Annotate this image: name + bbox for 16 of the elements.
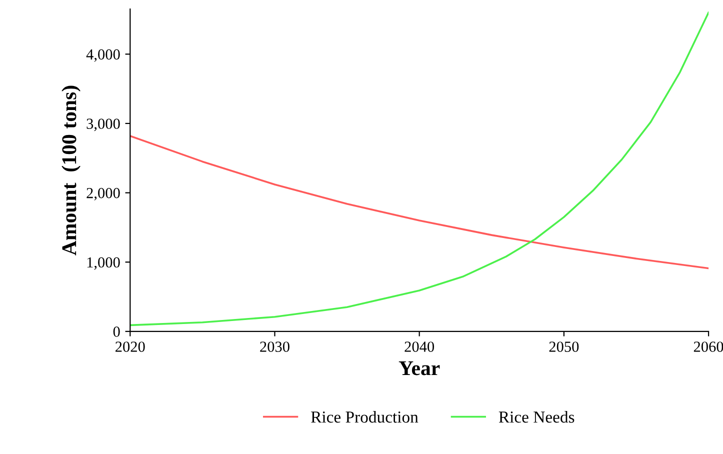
x-axis-title: Year	[398, 361, 440, 376]
y-tick-label: 4,000	[86, 49, 120, 62]
line-series	[130, 12, 709, 326]
y-tick-label: 3,000	[86, 118, 120, 132]
legend-label: Rice Production	[311, 410, 418, 423]
y-tick-label: 2,000	[86, 188, 120, 200]
x-tick-label: 2030	[260, 342, 290, 352]
y-axis-title: Amount (100 tons)	[62, 86, 80, 256]
legend-label: Rice Needs	[498, 410, 574, 423]
y-tick-label: 0	[113, 326, 120, 337]
x-tick-label: 2050	[549, 342, 579, 352]
y-tick-label: 1,000	[87, 257, 120, 270]
x-tick-label: 2020	[116, 342, 145, 352]
x-tick-label: 2060	[694, 342, 723, 352]
x-tick-label: 2040	[404, 342, 434, 352]
line-series	[130, 135, 709, 270]
